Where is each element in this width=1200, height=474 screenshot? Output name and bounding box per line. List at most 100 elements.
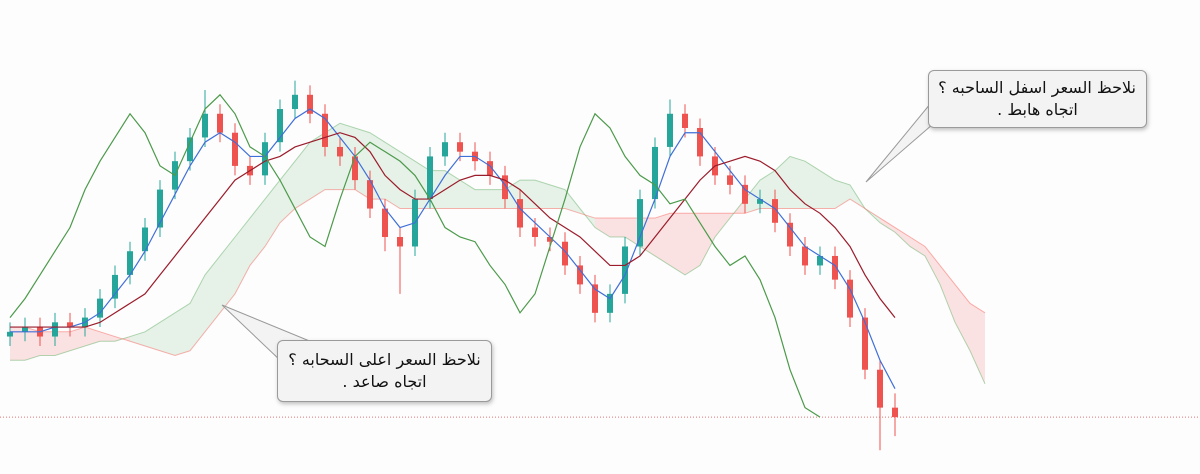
cloud-segment — [280, 161, 295, 223]
candle-body — [652, 146, 658, 200]
candle-body — [682, 113, 688, 128]
candle-body — [832, 255, 838, 280]
candle-body — [847, 279, 853, 318]
candle-body — [772, 199, 778, 223]
candle-body — [577, 265, 583, 285]
cloud-segment — [490, 189, 505, 209]
cloud-segment — [910, 237, 925, 256]
cloud-segment — [340, 123, 355, 190]
cloud-segment — [40, 331, 55, 356]
cloud-segment — [85, 327, 100, 347]
cloud-segment — [880, 218, 895, 233]
cloud-segment — [535, 180, 550, 209]
span-b-line — [10, 189, 986, 357]
cloud-segment — [265, 180, 280, 247]
cloud-segment — [235, 218, 250, 294]
cloud-segment — [790, 156, 805, 209]
cloud-segment — [100, 331, 115, 342]
cloud-segment — [130, 331, 145, 347]
candle-body — [127, 251, 133, 275]
cloud-segment — [460, 180, 475, 209]
candle-body — [607, 293, 613, 313]
cloud-segment — [940, 265, 955, 323]
candle-body — [52, 322, 58, 337]
candle-body — [742, 184, 748, 204]
candle-body — [22, 327, 28, 332]
cloud-segment — [550, 184, 565, 209]
cloud-segment — [520, 180, 535, 209]
candle-body — [202, 113, 208, 138]
cloud-segment — [775, 156, 790, 209]
cloud-segment — [295, 142, 310, 209]
cloud-segment — [115, 336, 130, 342]
cloud-segment — [220, 237, 235, 313]
candle-body — [697, 127, 703, 157]
cloud-segment — [385, 142, 400, 209]
candle-body — [232, 132, 238, 166]
cloud-segment — [730, 199, 745, 219]
cloud-segment — [820, 170, 835, 209]
cloud-segment — [655, 213, 670, 266]
candle-body — [892, 407, 898, 418]
cloud-segment — [865, 208, 880, 223]
indicator-line — [9, 93, 821, 418]
candle-body — [862, 317, 868, 370]
candle-body — [367, 180, 373, 209]
cloud-segment — [475, 189, 490, 209]
cloud-segment — [700, 213, 715, 266]
candle-body — [592, 284, 598, 313]
cloud-segment — [805, 161, 820, 209]
cloud-segment — [955, 284, 970, 351]
cloud-segment — [55, 331, 70, 356]
callout-text: نلاحظ السعر اسفل الساحبه ؟ — [938, 78, 1136, 97]
callout-text: اتجاه صاعد . — [342, 372, 427, 391]
cloud-segment — [610, 218, 625, 237]
candle-body — [757, 199, 763, 204]
cloud-segment — [445, 170, 460, 209]
indicator-line — [10, 108, 896, 389]
candle-body — [337, 146, 343, 157]
candle-body — [532, 227, 538, 237]
cloud-segment — [145, 322, 160, 351]
candle-body — [217, 113, 223, 133]
cloud-segment — [175, 303, 190, 356]
indicator-line — [10, 132, 896, 328]
cloud-segment — [895, 227, 910, 247]
candle-body — [67, 322, 73, 328]
cloud-segment — [70, 327, 85, 351]
candle-body — [112, 274, 118, 299]
cloud-segment — [715, 213, 730, 237]
candle-body — [187, 137, 193, 162]
cloud-segment — [970, 303, 985, 384]
cloud-segment — [565, 189, 580, 214]
candle-body — [97, 298, 103, 318]
candle-body — [457, 142, 463, 152]
callout: نلاحظ السعر اعلى السحابه ؟ اتجاه صاعد . — [277, 340, 492, 402]
candle-body — [487, 161, 493, 176]
candle-body — [262, 142, 268, 176]
cloud-segment — [760, 170, 775, 209]
candle-body — [667, 113, 673, 147]
candle-body — [427, 156, 433, 200]
cloud-segment — [580, 208, 595, 228]
candle-body — [292, 94, 298, 110]
candle-body — [142, 227, 148, 252]
candle-body — [307, 94, 313, 114]
candle-body — [517, 199, 523, 228]
cloud-segment — [925, 246, 940, 285]
cloud-segment — [595, 218, 610, 237]
cloud-segment — [10, 327, 25, 361]
candle-body — [397, 237, 403, 247]
cloud-segment — [850, 184, 865, 209]
cloud-segment — [745, 180, 760, 214]
candle-body — [157, 189, 163, 228]
cloud-segment — [250, 199, 265, 266]
candle-body — [547, 237, 553, 242]
cloud-segment — [400, 151, 415, 209]
candle-body — [352, 156, 358, 181]
candle-body — [817, 255, 823, 266]
callout: نلاحظ السعر اسفل الساحبه ؟ اتجاه هابط . — [928, 70, 1147, 128]
cloud-segment — [310, 132, 325, 200]
